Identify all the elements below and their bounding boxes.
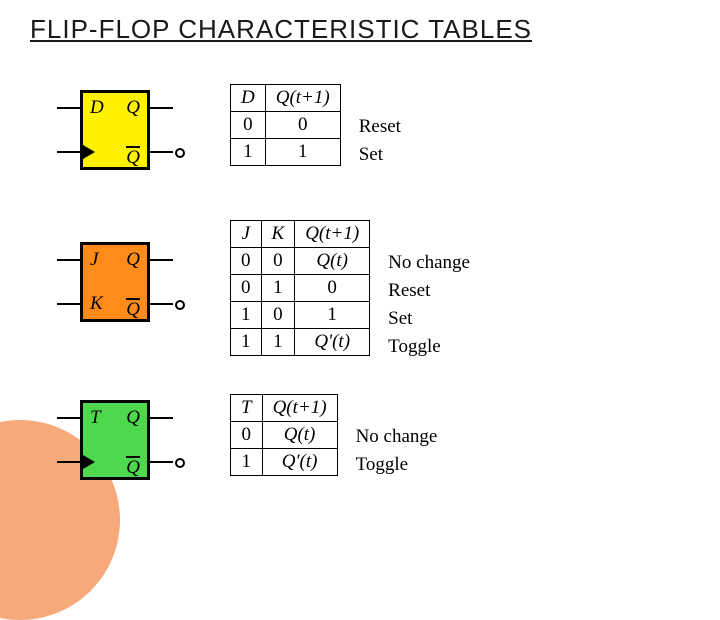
- qbar-output-label: Q: [126, 147, 140, 169]
- j-input-label: J: [90, 249, 98, 271]
- t-annotations: No change Toggle: [356, 422, 438, 478]
- table-cell: 0: [261, 302, 295, 329]
- clock-triangle-icon: [83, 145, 95, 159]
- t-flip-flop-row: T Q Q T Q(t+1) 0 Q(t) 1 Q'(t) No change …: [80, 400, 437, 480]
- table-header: T: [231, 395, 263, 422]
- q-output-label: Q: [126, 249, 140, 271]
- q-output-label: Q: [126, 97, 140, 119]
- jk-flip-flop-row: J K Q Q J K Q(t+1) 0 0 Q(t) 0 1 0 1 0 1 …: [80, 220, 470, 360]
- annotation-text: No change: [356, 422, 438, 450]
- annotation-text: Set: [388, 304, 470, 332]
- jk-annotations: No change Reset Set Toggle: [388, 248, 470, 360]
- table-cell: 0: [231, 275, 262, 302]
- annotation-text: Reset: [388, 276, 470, 304]
- table-cell: Q'(t): [295, 329, 370, 356]
- table-cell: Q'(t): [262, 449, 337, 476]
- table-header: Q(t+1): [295, 221, 370, 248]
- table-cell: 0: [231, 112, 266, 139]
- pin-line: [57, 259, 83, 261]
- table-cell: Q(t): [262, 422, 337, 449]
- table-header: K: [261, 221, 295, 248]
- pin-line: [147, 461, 173, 463]
- table-cell: 1: [231, 139, 266, 166]
- table-header: J: [231, 221, 262, 248]
- pin-line: [147, 417, 173, 419]
- table-cell: 1: [265, 139, 340, 166]
- table-cell: 0: [265, 112, 340, 139]
- inversion-bubble-icon: [175, 458, 185, 468]
- table-header: Q(t+1): [265, 85, 340, 112]
- table-header: Q(t+1): [262, 395, 337, 422]
- q-output-label: Q: [126, 407, 140, 429]
- qbar-output-label: Q: [126, 299, 140, 321]
- pin-line: [57, 107, 83, 109]
- pin-line: [57, 417, 83, 419]
- table-cell: 1: [261, 329, 295, 356]
- annotation-text: Toggle: [356, 450, 438, 478]
- table-cell: 1: [261, 275, 295, 302]
- pin-line: [147, 107, 173, 109]
- d-input-label: D: [90, 97, 104, 119]
- pin-line: [57, 151, 83, 153]
- jk-characteristic-table: J K Q(t+1) 0 0 Q(t) 0 1 0 1 0 1 1 1 Q'(t…: [230, 220, 370, 356]
- inversion-bubble-icon: [175, 300, 185, 310]
- pin-line: [147, 303, 173, 305]
- k-input-label: K: [90, 293, 103, 315]
- t-input-label: T: [90, 407, 101, 429]
- d-annotations: Reset Set: [359, 112, 401, 168]
- clock-triangle-icon: [83, 455, 95, 469]
- table-cell: 0: [231, 248, 262, 275]
- d-flip-flop-row: D Q Q D Q(t+1) 0 0 1 1 Reset Set: [80, 90, 401, 170]
- table-cell: 1: [295, 302, 370, 329]
- d-characteristic-table: D Q(t+1) 0 0 1 1: [230, 84, 341, 166]
- inversion-bubble-icon: [175, 148, 185, 158]
- table-cell: 0: [231, 422, 263, 449]
- annotation-text: Toggle: [388, 332, 470, 360]
- pin-line: [57, 461, 83, 463]
- pin-line: [57, 303, 83, 305]
- table-cell: 1: [231, 449, 263, 476]
- table-header: D: [231, 85, 266, 112]
- jk-flip-flop-symbol: J K Q Q: [80, 242, 150, 322]
- qbar-output-label: Q: [126, 457, 140, 479]
- annotation-text: Set: [359, 140, 401, 168]
- table-cell: 1: [231, 302, 262, 329]
- table-cell: 0: [295, 275, 370, 302]
- page-title: FLIP-FLOP CHARACTERISTIC TABLES: [30, 14, 532, 45]
- t-characteristic-table: T Q(t+1) 0 Q(t) 1 Q'(t): [230, 394, 338, 476]
- t-flip-flop-symbol: T Q Q: [80, 400, 150, 480]
- annotation-text: No change: [388, 248, 470, 276]
- annotation-text: Reset: [359, 112, 401, 140]
- table-cell: Q(t): [295, 248, 370, 275]
- table-cell: 1: [231, 329, 262, 356]
- table-cell: 0: [261, 248, 295, 275]
- pin-line: [147, 259, 173, 261]
- d-flip-flop-symbol: D Q Q: [80, 90, 150, 170]
- pin-line: [147, 151, 173, 153]
